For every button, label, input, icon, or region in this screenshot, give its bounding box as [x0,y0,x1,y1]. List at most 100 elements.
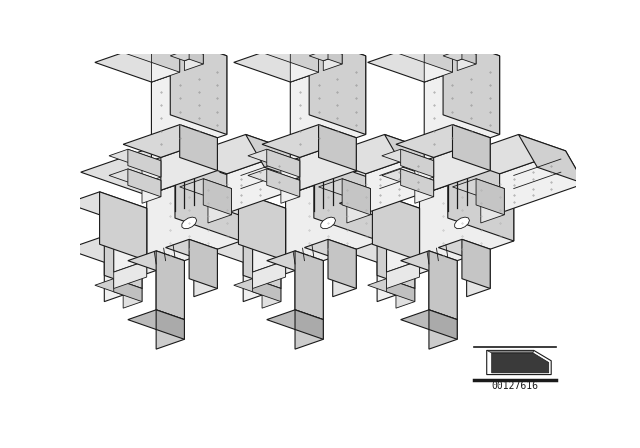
Polygon shape [123,125,218,157]
Polygon shape [415,161,434,184]
Polygon shape [123,43,180,62]
Polygon shape [208,189,232,223]
Polygon shape [170,36,227,134]
Polygon shape [180,179,232,197]
Polygon shape [109,149,161,167]
Polygon shape [184,54,204,71]
Polygon shape [128,169,161,197]
Polygon shape [492,353,548,373]
Polygon shape [487,350,551,375]
Polygon shape [262,125,356,157]
Polygon shape [220,139,380,195]
Polygon shape [339,236,415,262]
Polygon shape [462,239,490,289]
Polygon shape [429,310,457,339]
Polygon shape [295,310,323,339]
Polygon shape [401,251,457,271]
Polygon shape [518,134,584,184]
Polygon shape [166,239,218,257]
Polygon shape [100,192,147,261]
Polygon shape [248,149,300,167]
Polygon shape [194,249,218,297]
Polygon shape [454,217,470,228]
Polygon shape [156,261,184,329]
Polygon shape [95,36,227,82]
Polygon shape [339,192,419,220]
Polygon shape [182,217,196,228]
Polygon shape [67,192,147,220]
Polygon shape [234,36,365,82]
Polygon shape [452,134,566,174]
Polygon shape [180,125,218,171]
Polygon shape [156,310,184,339]
Polygon shape [253,261,285,289]
Polygon shape [246,134,312,184]
Polygon shape [368,36,500,82]
Polygon shape [305,239,356,257]
Text: 2: 2 [319,86,332,105]
Polygon shape [262,43,319,62]
Polygon shape [319,125,356,171]
Polygon shape [314,139,380,241]
Polygon shape [328,49,342,64]
Polygon shape [396,289,415,308]
Text: 3: 3 [443,86,456,105]
Polygon shape [128,149,161,177]
Polygon shape [81,139,241,195]
Polygon shape [443,49,476,61]
Polygon shape [147,162,241,274]
Polygon shape [385,134,451,184]
Polygon shape [429,251,457,319]
Polygon shape [387,261,419,289]
Polygon shape [342,179,371,215]
Polygon shape [291,52,319,82]
Polygon shape [234,279,281,295]
Polygon shape [443,36,500,134]
Polygon shape [365,151,451,213]
Polygon shape [319,134,431,174]
Polygon shape [401,169,434,197]
Polygon shape [95,279,142,295]
Polygon shape [281,181,300,203]
Polygon shape [382,169,434,187]
Polygon shape [114,261,147,289]
Polygon shape [387,279,415,302]
Polygon shape [267,169,300,197]
Polygon shape [462,49,476,64]
Polygon shape [377,236,415,289]
Polygon shape [353,139,514,195]
Polygon shape [487,350,534,353]
Polygon shape [452,125,490,171]
Polygon shape [189,49,204,64]
Polygon shape [321,217,335,228]
Polygon shape [319,179,371,197]
Polygon shape [170,49,204,61]
Polygon shape [156,251,184,319]
Polygon shape [267,149,300,177]
Text: 1: 1 [195,86,209,105]
Polygon shape [291,43,319,72]
Polygon shape [205,192,285,220]
Polygon shape [429,319,457,349]
Polygon shape [142,181,161,203]
Polygon shape [333,249,356,297]
Polygon shape [368,279,415,295]
Polygon shape [448,139,514,241]
Polygon shape [415,181,434,203]
Polygon shape [156,319,184,349]
Polygon shape [328,239,356,289]
Polygon shape [476,179,504,215]
Polygon shape [387,208,419,272]
Polygon shape [457,54,476,71]
Polygon shape [401,310,457,329]
Text: 00127616: 00127616 [492,381,538,391]
Polygon shape [309,49,342,61]
Polygon shape [239,192,285,261]
Polygon shape [243,249,281,302]
Polygon shape [104,236,142,289]
Polygon shape [300,138,356,190]
Polygon shape [309,36,365,134]
Polygon shape [180,134,292,174]
Polygon shape [243,236,281,289]
Polygon shape [372,192,419,261]
